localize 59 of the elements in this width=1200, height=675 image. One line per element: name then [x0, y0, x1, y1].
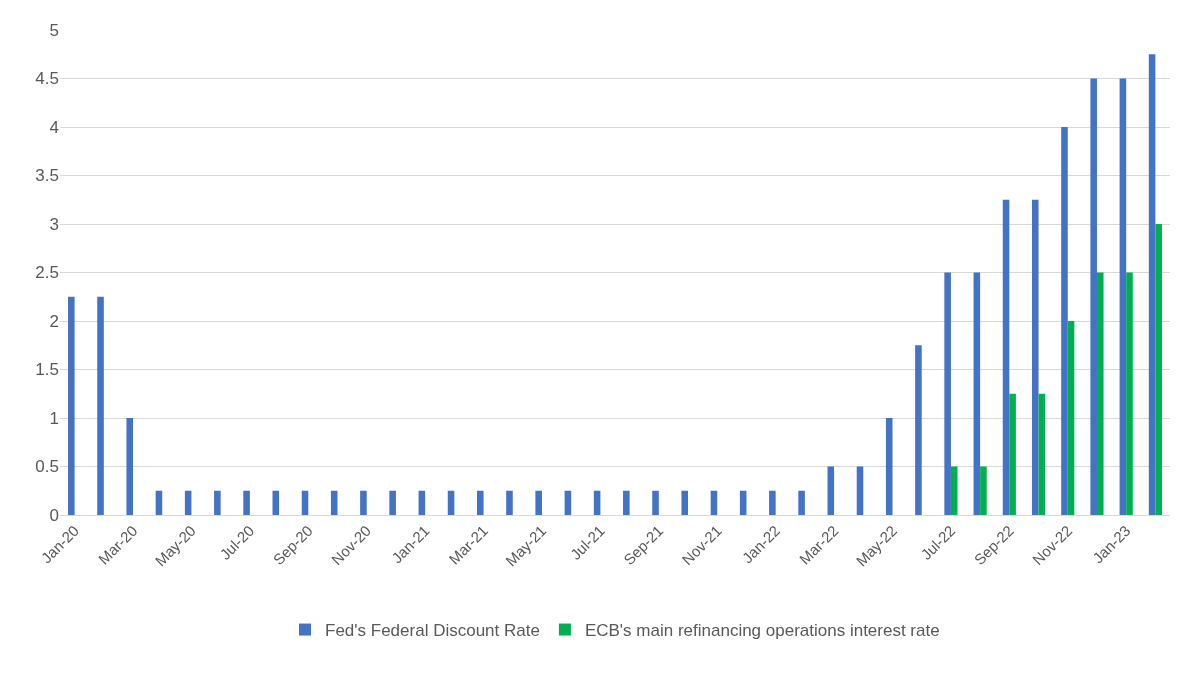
bar	[1096, 272, 1104, 515]
y-tick-label: 1	[49, 408, 59, 428]
bar	[330, 490, 338, 515]
bar	[652, 490, 659, 515]
bar	[389, 490, 396, 515]
bar	[1090, 78, 1097, 515]
y-tick-label: 0.5	[35, 457, 59, 477]
bar	[1148, 54, 1156, 515]
bar	[68, 296, 75, 515]
bar	[710, 490, 718, 515]
bar	[885, 418, 893, 515]
bar	[1155, 224, 1162, 515]
bar	[360, 490, 367, 515]
bar	[418, 490, 426, 515]
bar	[798, 490, 805, 515]
bar	[301, 490, 309, 515]
bar	[856, 466, 864, 515]
bar	[739, 490, 747, 515]
bar	[950, 466, 958, 515]
legend-label: ECB's main refinancing operations interest rate	[584, 621, 940, 641]
bar	[1002, 199, 1010, 515]
bar	[973, 272, 981, 515]
bar	[214, 490, 221, 515]
y-tick-label: 2.5	[35, 263, 59, 283]
bar	[1119, 78, 1127, 515]
bar	[506, 490, 513, 515]
bar	[944, 272, 951, 515]
bar	[97, 296, 104, 515]
bar	[535, 490, 542, 515]
bar	[915, 345, 922, 515]
y-tick-label: 4.5	[35, 69, 59, 89]
y-tick-label: 3	[49, 214, 59, 234]
bar	[184, 490, 192, 515]
bar	[1126, 272, 1133, 515]
bar	[564, 490, 572, 515]
bar	[1067, 321, 1075, 515]
bar	[980, 466, 987, 515]
legend-label: Fed's Federal Discount Rate	[325, 621, 540, 641]
y-tick-label: 0	[49, 505, 59, 525]
y-tick-label: 4	[49, 117, 59, 137]
bar	[623, 490, 630, 515]
bar	[827, 466, 835, 515]
bar	[1038, 393, 1046, 515]
y-tick-label: 3.5	[35, 166, 59, 186]
y-tick-label: 2	[49, 311, 59, 331]
bar	[1061, 127, 1068, 515]
y-tick-label: 1.5	[35, 360, 59, 380]
bar	[769, 490, 776, 515]
bar	[593, 490, 601, 515]
bar	[126, 418, 134, 515]
bar	[1009, 393, 1016, 515]
bar	[681, 490, 689, 515]
bar	[243, 490, 250, 515]
bar	[272, 490, 280, 515]
bar	[1031, 199, 1039, 515]
bar	[155, 490, 163, 515]
bar	[447, 490, 455, 515]
y-tick-label: 5	[49, 20, 59, 40]
bar	[476, 490, 484, 515]
